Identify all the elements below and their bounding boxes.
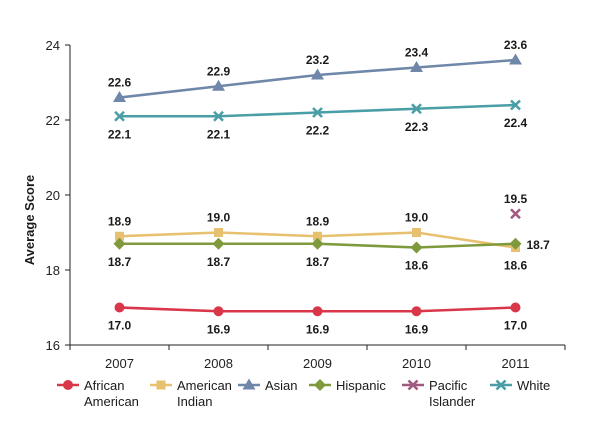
marker-stroke <box>510 208 521 220</box>
hispanic-point <box>311 237 324 250</box>
american-indian-point <box>214 228 223 237</box>
legend-label: Islander <box>429 394 476 409</box>
african-american-point <box>510 302 521 313</box>
white-line <box>119 103 516 118</box>
legend-item-white: White <box>490 378 550 393</box>
asian-point <box>212 79 225 91</box>
african-american-point <box>411 306 422 317</box>
data-labels: 17.0 16.9 16.9 16.9 17.0 18.9 19.0 18.9 19.0 18.6… <box>108 38 550 336</box>
legend-label: Indian <box>177 394 212 409</box>
x-tick-label: 2008 <box>204 356 233 371</box>
asian-data-label: 23.2 <box>306 53 330 67</box>
african-american-point <box>213 306 224 317</box>
legend-label: American <box>84 394 139 409</box>
asian-data-label: 22.9 <box>207 64 231 78</box>
american-indian-point <box>115 231 124 241</box>
american-indian-point <box>412 228 421 237</box>
american-indian-data-label: 18.9 <box>108 214 132 228</box>
marker-stroke <box>312 107 323 118</box>
african-american-data-label: 16.9 <box>405 322 429 336</box>
hispanic-point <box>113 237 126 250</box>
asian-point <box>113 91 126 102</box>
legend-swatch-marker <box>63 380 73 390</box>
white-point <box>114 110 125 122</box>
legend-item-hispanic: Hispanic <box>309 378 386 393</box>
asian-data-label: 22.6 <box>108 76 132 90</box>
x-tick-label: 2009 <box>303 356 332 371</box>
white-point <box>213 110 224 122</box>
pacific-islander-point <box>510 208 521 220</box>
legend-swatch-marker <box>242 378 256 390</box>
african-american-data-label: 16.9 <box>306 322 330 336</box>
asian-data-label: 23.4 <box>405 46 429 60</box>
marker-stroke <box>510 99 521 111</box>
american-indian-point <box>313 231 322 241</box>
african-american-point <box>312 306 323 317</box>
hispanic-data-label: 18.6 <box>405 259 429 273</box>
hispanic-data-label: 18.7 <box>108 255 132 269</box>
white-data-label: 22.2 <box>306 124 330 138</box>
asian-point <box>509 53 522 65</box>
white-point <box>312 107 323 118</box>
x-tick-label: 2011 <box>502 356 530 371</box>
pacific-islander-data-label: 19.5 <box>504 192 528 206</box>
white-point <box>510 99 521 111</box>
legend-label: Hispanic <box>336 378 386 393</box>
hispanic-data-label: 18.7 <box>527 238 551 252</box>
legend-swatch-marker <box>314 379 326 391</box>
legend-item-asian: Asian <box>238 378 298 393</box>
y-tick-label: 22 <box>46 113 60 128</box>
y-tick-label: 24 <box>46 38 60 53</box>
white-point <box>411 103 422 115</box>
american-indian-data-label: 18.9 <box>306 214 330 228</box>
marker-stroke <box>114 110 125 122</box>
hispanic-data-label: 18.7 <box>306 255 330 269</box>
white-data-label: 22.3 <box>405 120 429 134</box>
legend-swatch-marker <box>407 379 419 391</box>
hispanic-point <box>410 241 423 254</box>
legend-label: African <box>84 378 124 393</box>
american-indian-data-label: 19.0 <box>207 211 231 225</box>
african-american-data-label: 17.0 <box>108 319 132 333</box>
american-indian-data-label: 19.0 <box>405 211 429 225</box>
white-data-label: 22.4 <box>504 116 528 130</box>
legend-swatch-marker <box>156 380 166 390</box>
asian-data-label: 23.6 <box>504 38 528 52</box>
hispanic-point <box>509 237 522 250</box>
african-american-data-label: 17.0 <box>504 319 528 333</box>
y-axis-title: Average Score <box>22 175 37 266</box>
american-indian-data-label: 18.6 <box>504 259 528 273</box>
hispanic-data-label: 18.7 <box>207 255 231 269</box>
hispanic-point <box>212 237 225 250</box>
x-tick-label: 2010 <box>402 356 431 371</box>
african-american-point <box>114 302 125 313</box>
marker-stroke <box>407 379 419 391</box>
x-tick-label: 2007 <box>105 356 134 371</box>
white-data-label: 22.1 <box>108 127 132 141</box>
marker-stroke <box>213 110 224 122</box>
y-tick-label: 20 <box>46 188 60 203</box>
axes: 16 18 20 22 24 2007 2008 2009 2010 2011 <box>46 38 566 371</box>
white-data-label: 22.1 <box>207 127 231 141</box>
y-tick-label: 16 <box>46 338 60 353</box>
marker-stroke <box>495 379 507 391</box>
legend-label: American <box>177 378 232 393</box>
legend-swatch-marker <box>495 379 507 391</box>
asian-point <box>410 61 423 72</box>
african-american-data-label: 16.9 <box>207 322 231 336</box>
plot-lines <box>119 58 516 313</box>
legend-label: Pacific <box>429 378 468 393</box>
legend-label: Asian <box>265 378 298 393</box>
marker-stroke <box>411 103 422 115</box>
asian-point <box>311 68 324 80</box>
y-tick-label: 18 <box>46 263 60 278</box>
legend-label: White <box>517 378 550 393</box>
plot-markers <box>113 53 522 317</box>
